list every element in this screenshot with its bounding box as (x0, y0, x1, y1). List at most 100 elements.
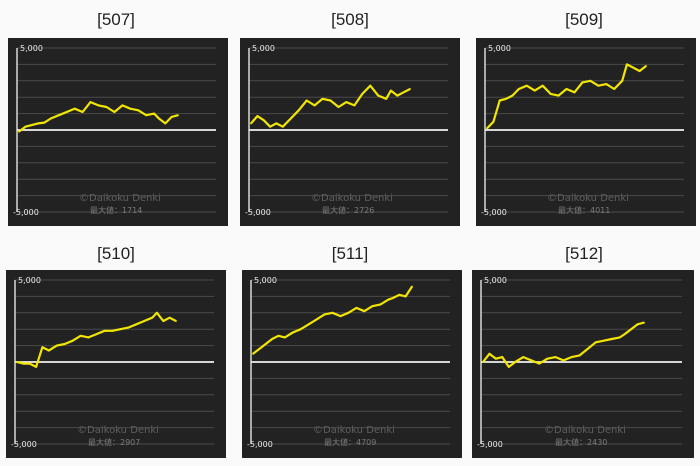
data-point (605, 83, 608, 85)
data-point (392, 297, 394, 299)
data-point (486, 127, 488, 130)
data-point (396, 94, 399, 97)
max-value-label: 最大値：2907 (88, 437, 140, 447)
series-line (18, 100, 179, 133)
y-tick-label: 5,000 (254, 276, 277, 285)
data-point (264, 343, 267, 345)
data-point (636, 323, 639, 326)
max-value-label: 最大値：2726 (322, 205, 374, 215)
data-point (581, 81, 584, 84)
data-point (586, 347, 589, 350)
data-point (630, 328, 633, 331)
y-tick-label: 5,000 (20, 44, 43, 53)
data-point (562, 359, 565, 362)
data-point (313, 104, 316, 107)
y-tick-label: -5,000 (13, 208, 39, 217)
data-point (507, 366, 510, 368)
max-value-label: 最大値：1714 (90, 205, 142, 215)
data-point (289, 117, 292, 120)
data-point (73, 107, 76, 110)
chart-title: [507] (97, 10, 135, 29)
data-point (168, 316, 171, 319)
data-point (363, 310, 366, 313)
data-point (387, 298, 390, 301)
data-point (353, 104, 356, 107)
y-tick-label: -5,000 (11, 440, 37, 449)
data-point (594, 341, 597, 344)
data-point (554, 356, 557, 358)
data-point (549, 93, 552, 95)
data-point (565, 88, 568, 90)
watermark-text: ©Daikoku Denki (79, 193, 161, 204)
chart-panel: 5,000 -5,000 ©Daikoku Denki 最大値：2726 (240, 38, 460, 226)
data-point (402, 91, 405, 94)
data-point (71, 339, 74, 342)
y-tick-label: -5,000 (245, 208, 271, 217)
data-point (645, 65, 647, 67)
data-point (164, 122, 167, 125)
data-point (143, 320, 146, 322)
data-point (321, 97, 324, 100)
data-point (63, 343, 66, 345)
data-point (530, 359, 533, 362)
y-tick-label: -5,000 (247, 440, 273, 449)
data-point (127, 326, 130, 329)
chart-title: [509] (565, 10, 603, 29)
y-tick-label: 5,000 (252, 44, 275, 53)
series-line (250, 84, 411, 128)
data-point (129, 107, 132, 110)
data-point (517, 88, 520, 90)
data-point (170, 115, 173, 118)
data-point (177, 114, 179, 117)
data-point (488, 352, 491, 355)
data-point (65, 111, 68, 113)
data-point (299, 328, 302, 331)
watermark-text: ©Daikoku Denki (547, 193, 629, 204)
data-point (494, 357, 497, 360)
data-point (43, 121, 46, 124)
data-point (390, 89, 392, 92)
data-point (638, 70, 641, 72)
data-point (618, 336, 621, 339)
chart-panel: 5,000 -5,000 ©Daikoku Denki 最大値：4709 (242, 270, 462, 458)
data-point (307, 323, 310, 326)
data-point (369, 84, 372, 87)
watermark-text: ©Daikoku Denki (311, 193, 393, 204)
data-point (305, 99, 308, 102)
data-point (385, 97, 388, 100)
data-point (511, 94, 514, 97)
data-point (331, 311, 334, 314)
data-point (256, 115, 259, 117)
data-point (156, 311, 158, 314)
data-point (103, 329, 106, 332)
max-value-label: 最大値：4011 (558, 205, 610, 215)
data-point (283, 336, 286, 339)
data-point (16, 361, 18, 363)
chart-cell-510: [510] 5,000 -5,000 ©Daikoku Denki 最大値：2907 (2, 234, 230, 464)
max-value-label: 最大値：4709 (324, 437, 376, 447)
data-point (24, 125, 27, 128)
data-point (541, 84, 544, 87)
data-point (533, 89, 536, 92)
data-point (404, 295, 407, 298)
chart-panel: 5,000 -5,000 ©Daikoku Denki 最大値：4011 (476, 38, 696, 226)
data-point (57, 114, 60, 117)
max-value-label: 最大値：2430 (555, 437, 607, 447)
data-point (514, 361, 517, 363)
data-point (275, 122, 278, 125)
data-point (371, 305, 374, 308)
data-point (492, 120, 495, 123)
data-point (610, 338, 613, 340)
data-point (269, 125, 271, 128)
data-point (337, 106, 340, 108)
data-point (137, 109, 140, 112)
data-point (151, 316, 154, 319)
data-point (525, 84, 528, 87)
data-point (623, 333, 626, 336)
data-point (41, 346, 44, 349)
data-point (339, 315, 342, 317)
data-point (291, 331, 294, 334)
